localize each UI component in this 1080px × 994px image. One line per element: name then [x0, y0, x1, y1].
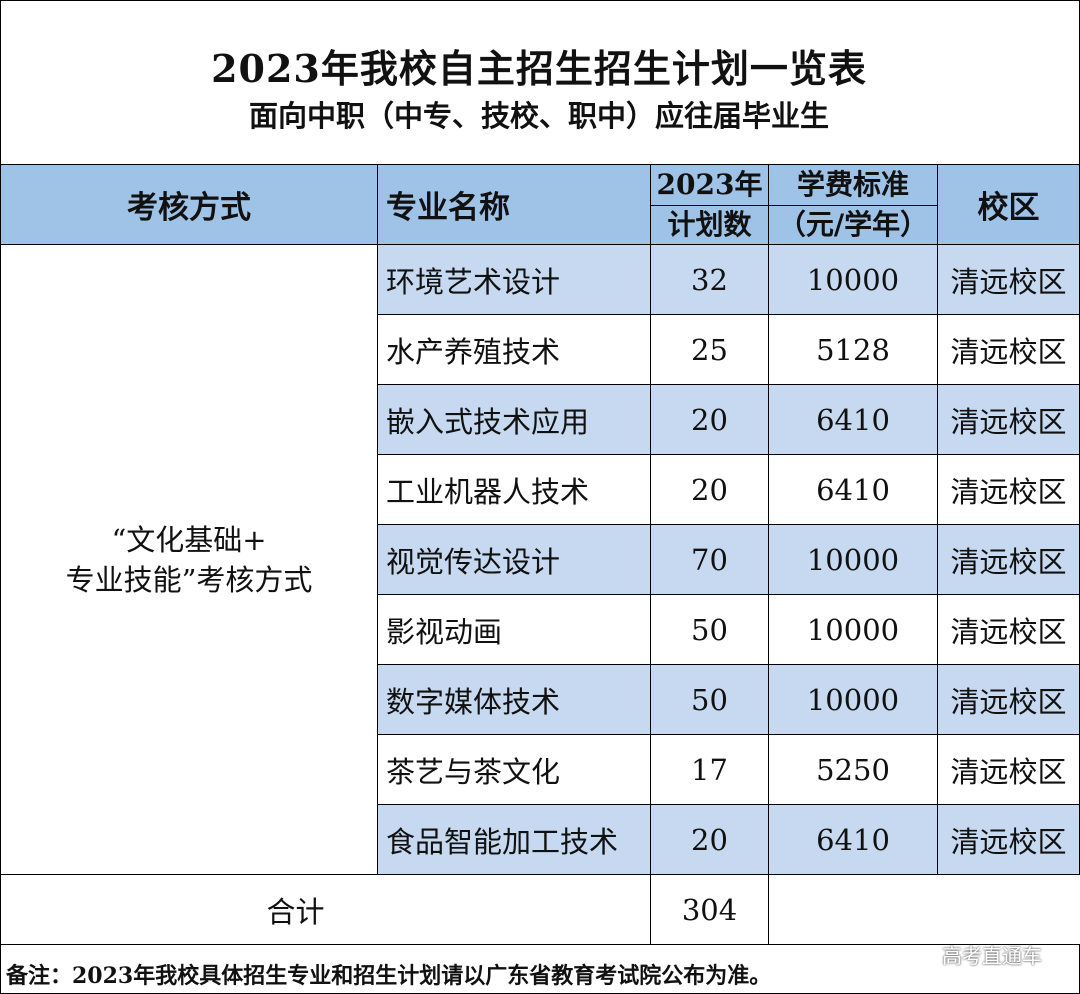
fee-cell: 6410	[768, 804, 938, 875]
page-title: 2023年我校自主招生招生计划一览表	[211, 46, 867, 91]
header-fee-line2: （元/学年）	[777, 208, 929, 241]
plan-cell: 20	[650, 804, 769, 875]
major-cell: 工业机器人技术	[377, 454, 651, 525]
major-cell: 食品智能加工技术	[377, 804, 651, 875]
table-row: 嵌入式技术应用 20 6410 清远校区	[1, 384, 1080, 455]
plan-cell: 50	[650, 594, 769, 665]
fee-cell: 6410	[768, 454, 938, 525]
table-row: 视觉传达设计 70 10000 清远校区	[1, 524, 1080, 595]
plan-cell: 25	[650, 314, 769, 385]
campus-cell: 清远校区	[937, 664, 1080, 735]
plan-cell: 20	[650, 384, 769, 455]
total-empty	[768, 874, 1080, 945]
total-plan: 304	[650, 874, 769, 945]
method-label-line1: “文化基础+	[111, 522, 267, 557]
method-label-line2: 专业技能”考核方式	[65, 562, 313, 597]
campus-cell: 清远校区	[937, 734, 1080, 805]
method-cell: “文化基础+ 专业技能”考核方式	[0, 244, 378, 875]
campus-cell: 清远校区	[937, 384, 1080, 455]
header-plan: 2023年 计划数	[650, 164, 769, 245]
fee-cell: 10000	[768, 594, 938, 665]
campus-cell: 清远校区	[937, 244, 1080, 315]
plan-cell: 70	[650, 524, 769, 595]
table-row: 影视动画 50 10000 清远校区	[1, 594, 1080, 665]
table-row: 工业机器人技术 20 6410 清远校区	[1, 454, 1080, 525]
fee-cell: 10000	[768, 524, 938, 595]
major-cell: 视觉传达设计	[377, 524, 651, 595]
major-cell: 嵌入式技术应用	[377, 384, 651, 455]
header-plan-line2: 计划数	[667, 208, 752, 241]
plan-cell: 32	[650, 244, 769, 315]
footnote: 备注：2023年我校具体招生专业和招生计划请以广东省教育考试院公布为准。	[6, 963, 772, 989]
page-subtitle: 面向中职（中专、技校、职中）应往届毕业生	[248, 99, 829, 133]
campus-cell: 清远校区	[937, 314, 1080, 385]
plan-cell: 20	[650, 454, 769, 525]
fee-cell: 10000	[768, 244, 938, 315]
total-label: 合计	[0, 874, 651, 945]
title-area: 2023年我校自主招生招生计划一览表 面向中职（中专、技校、职中）应往届毕业生	[0, 0, 1078, 165]
table-row: “文化基础+ 专业技能”考核方式 环境艺术设计 32 10000 清远校区	[0, 244, 1080, 875]
fee-cell: 5128	[768, 314, 938, 385]
plan-cell: 50	[650, 664, 769, 735]
header-campus: 校区	[937, 164, 1080, 245]
header-fee-line1: 学费标准	[769, 165, 937, 206]
header-plan-line1: 2023年	[651, 165, 768, 206]
campus-cell: 清远校区	[937, 524, 1080, 595]
major-cell: 环境艺术设计	[377, 244, 651, 315]
total-row: 合计 304	[0, 874, 1080, 945]
enrollment-plan-table: 考核方式 专业名称 2023年 计划数 学费标准 （元/学年） 校区 “文化基础…	[0, 164, 1080, 945]
major-cell: 茶艺与茶文化	[377, 734, 651, 805]
campus-cell: 清远校区	[937, 594, 1080, 665]
major-cell: 水产养殖技术	[377, 314, 651, 385]
major-cell: 数字媒体技术	[377, 664, 651, 735]
table-row: 数字媒体技术 50 10000 清远校区	[1, 664, 1080, 735]
watermark: 高考直通车	[942, 944, 1042, 968]
header-fee: 学费标准 （元/学年）	[768, 164, 938, 245]
plan-cell: 17	[650, 734, 769, 805]
major-cell: 影视动画	[377, 594, 651, 665]
campus-cell: 清远校区	[937, 454, 1080, 525]
table-row: 水产养殖技术 25 5128 清远校区	[1, 314, 1080, 385]
fee-cell: 5250	[768, 734, 938, 805]
table-header-row: 考核方式 专业名称 2023年 计划数 学费标准 （元/学年） 校区	[0, 164, 1080, 245]
fee-cell: 6410	[768, 384, 938, 455]
table-row: 食品智能加工技术 20 6410 清远校区	[1, 804, 1080, 875]
campus-cell: 清远校区	[937, 804, 1080, 875]
header-method: 考核方式	[0, 164, 378, 245]
header-major: 专业名称	[377, 164, 651, 245]
fee-cell: 10000	[768, 664, 938, 735]
